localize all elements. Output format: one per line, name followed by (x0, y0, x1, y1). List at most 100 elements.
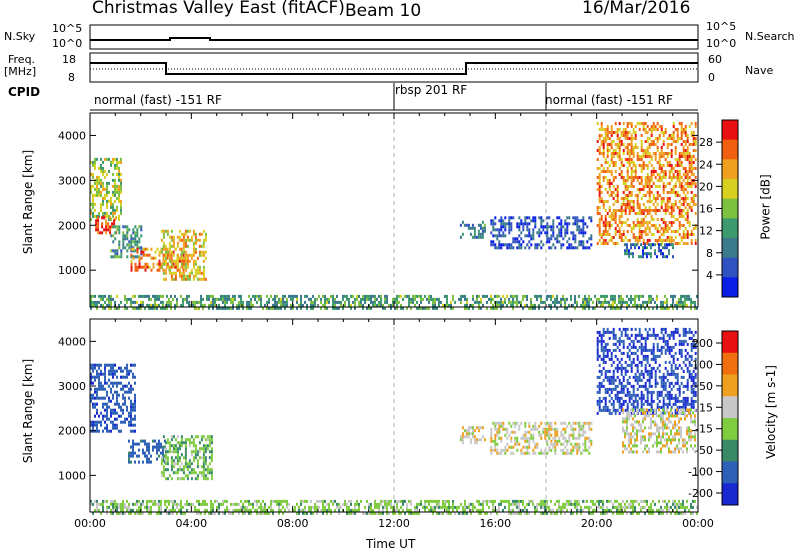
echo-cell (652, 330, 655, 334)
echo-cell (284, 306, 286, 310)
echo-cell (158, 265, 161, 269)
echo-cell (534, 225, 537, 229)
echo-cell (473, 429, 476, 433)
echo-cell (644, 164, 647, 167)
echo-cell (610, 396, 613, 400)
echo-cell (95, 225, 98, 229)
echo-cell (94, 366, 96, 370)
echo-cell (656, 203, 659, 206)
echo-cell (112, 205, 114, 209)
echo-cell (473, 235, 476, 239)
echo-cell (656, 303, 658, 307)
echo-cell (604, 294, 606, 298)
echo-cell (668, 239, 671, 242)
echo-cell (544, 430, 547, 434)
echo-cell (122, 502, 124, 506)
echo-cell (612, 375, 615, 379)
echo-cell (108, 369, 110, 373)
echo-cell (634, 243, 636, 247)
echo-cell (572, 421, 575, 425)
echo-cell (96, 306, 98, 310)
echo-cell (664, 432, 666, 436)
echo-cell (130, 268, 133, 272)
echo-cell (680, 351, 683, 355)
echo-cell (590, 216, 593, 220)
echo-cell (482, 294, 484, 298)
echo-cell (94, 157, 96, 161)
echo-cell (636, 339, 639, 343)
echo-cell (152, 448, 154, 452)
echo-cell (668, 243, 670, 247)
echo-cell (686, 173, 689, 176)
echo-cell (606, 161, 609, 164)
echo-cell (132, 256, 135, 260)
echo-cell (106, 405, 108, 409)
echo-cell (624, 206, 627, 209)
echo-cell (132, 417, 134, 421)
echo-cell (116, 205, 118, 209)
echo-cell (570, 451, 573, 455)
echo-cell (114, 390, 116, 394)
echo-cell (676, 161, 679, 164)
echo-cell (682, 242, 685, 245)
echo-cell (126, 243, 129, 247)
echo-cell (632, 390, 635, 394)
echo-cell (220, 294, 222, 298)
echo-cell (692, 143, 695, 146)
echo-cell (514, 421, 517, 425)
echo-cell (174, 294, 176, 298)
echo-cell (116, 306, 118, 310)
echo-cell (562, 421, 565, 425)
echo-cell (668, 143, 671, 146)
echo-cell (654, 378, 657, 382)
echo-cell (670, 191, 673, 194)
echo-cell (140, 252, 143, 256)
echo-cell (114, 157, 116, 161)
echo-cell (676, 366, 679, 370)
echo-cell (632, 255, 634, 259)
echo-cell (118, 190, 120, 194)
echo-cell (500, 216, 503, 220)
echo-cell (158, 268, 161, 272)
echo-cell (200, 502, 202, 506)
echo-cell (471, 432, 474, 436)
echo-cell (676, 444, 678, 448)
echo-cell (668, 360, 671, 364)
echo-cell (102, 211, 104, 215)
echo-cell (688, 429, 690, 433)
echo-cell (114, 306, 116, 310)
echo-cell (690, 206, 693, 209)
echo-cell (598, 390, 601, 394)
echo-cell (120, 160, 122, 164)
echo-cell (120, 202, 122, 206)
echo-cell (112, 381, 114, 385)
echo-cell (642, 188, 645, 191)
echo-cell (158, 250, 161, 254)
echo-cell (522, 436, 525, 440)
echo-cell (150, 306, 152, 310)
echo-cell (142, 460, 144, 464)
echo-cell (160, 462, 163, 466)
echo-cell (642, 384, 645, 388)
echo-cell (473, 232, 476, 236)
echo-cell (146, 508, 148, 512)
echo-cell (652, 152, 655, 155)
echo-cell (582, 228, 585, 232)
echo-cell (676, 179, 679, 182)
echo-cell (646, 411, 649, 415)
echo-cell (664, 209, 667, 212)
echo-cell (102, 166, 104, 170)
echo-cell (640, 402, 643, 406)
echo-cell (628, 432, 630, 436)
echo-cell (618, 215, 621, 218)
echo-cell (668, 170, 671, 173)
echo-cell (602, 348, 605, 352)
echo-cell (688, 402, 691, 406)
echo-cell (682, 179, 685, 182)
echo-cell (142, 247, 145, 251)
echo-cell (514, 436, 517, 440)
echo-cell (642, 218, 645, 221)
echo-cell (538, 228, 541, 232)
echo-cell (658, 243, 660, 247)
echo-cell (626, 447, 628, 451)
